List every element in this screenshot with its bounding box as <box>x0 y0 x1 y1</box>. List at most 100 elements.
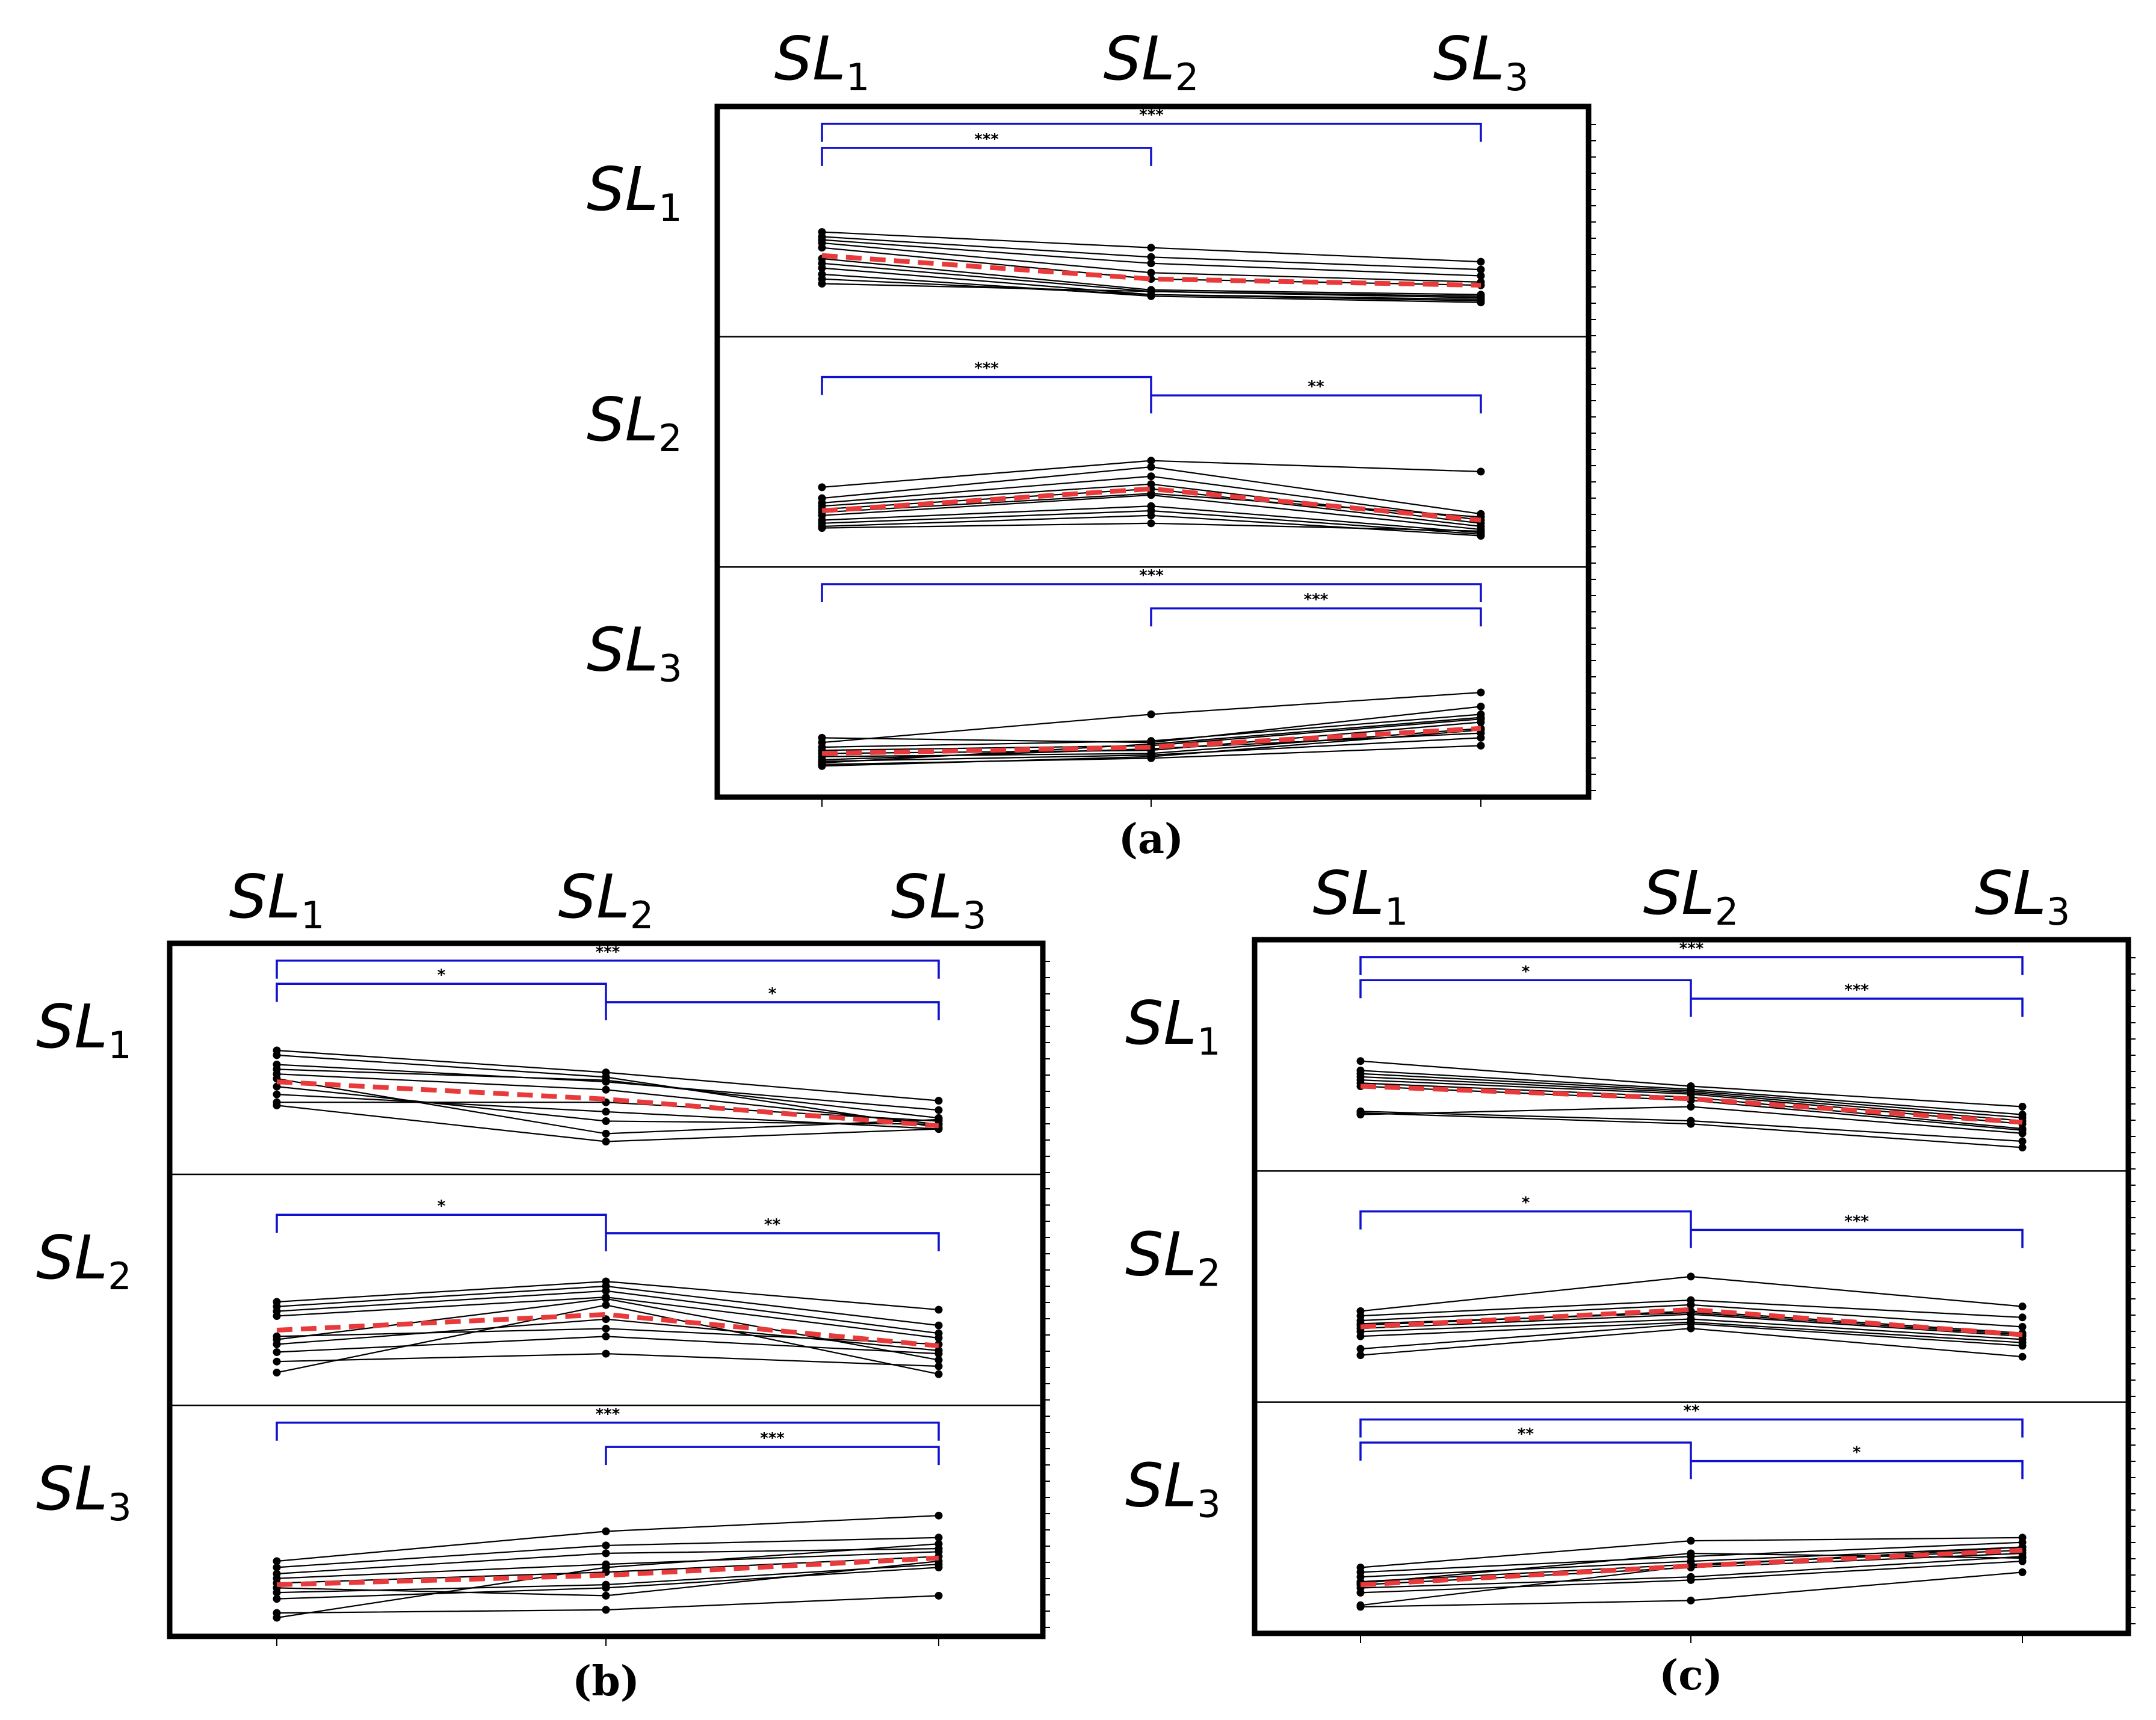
mean-line <box>821 726 1481 756</box>
subject-point <box>1147 519 1155 528</box>
subject-point <box>2018 1554 2027 1562</box>
subject-point <box>273 1090 281 1099</box>
row-label-sl3: SL3 <box>587 615 682 691</box>
subject-point <box>1147 457 1155 465</box>
column-label-sl2: SL2 <box>1643 858 1739 934</box>
subject-point <box>273 1557 281 1565</box>
subject-point <box>602 1085 610 1094</box>
significance-bracket <box>1359 1418 2024 1438</box>
subject-point <box>273 1614 281 1622</box>
subject-point <box>273 1369 281 1376</box>
subject-point <box>1147 288 1155 295</box>
subject-point <box>1356 1111 1365 1119</box>
subject-point <box>1687 1324 1695 1333</box>
subject-point <box>1147 244 1155 252</box>
panel-frame <box>1252 937 2131 1636</box>
subject-point <box>602 1117 610 1125</box>
row-label-sl2: SL2 <box>1125 1219 1221 1295</box>
subject-point <box>602 1349 610 1358</box>
column-label-sl1: SL1 <box>774 23 870 99</box>
subject-point <box>934 1511 943 1520</box>
row-sl1: SL1***** <box>36 943 943 1145</box>
subject-point <box>602 1332 610 1340</box>
subject-point <box>1687 1562 1695 1570</box>
panel-caption: (a) <box>1119 815 1184 863</box>
subject-point <box>1477 733 1485 742</box>
significance-bracket <box>821 122 1482 142</box>
row-sl1: SL1******* <box>1125 940 2027 1151</box>
subject-point <box>934 1106 943 1114</box>
subject-point <box>1687 1103 1695 1111</box>
subject-point <box>1477 265 1485 274</box>
significance-stars: *** <box>974 360 999 378</box>
significance-stars: *** <box>1844 981 1869 999</box>
subject-point <box>1687 1308 1695 1317</box>
subject-point <box>2018 1568 2027 1576</box>
subject-point <box>273 1101 281 1109</box>
significance-stars: *** <box>1844 1212 1869 1230</box>
subject-point <box>1477 714 1485 722</box>
significance-bracket <box>1690 1228 2024 1248</box>
subject-point <box>602 1287 610 1295</box>
significance-bracket <box>605 1446 940 1466</box>
subject-point <box>1356 1057 1365 1065</box>
subject-point <box>934 1321 943 1330</box>
subject-point <box>934 1349 943 1358</box>
mean-line <box>276 1555 939 1588</box>
subject-point <box>1356 1332 1365 1340</box>
row-sl2: SL2**** <box>1125 1170 2128 1361</box>
subject-point <box>1687 1576 1695 1584</box>
subject-point <box>1147 259 1155 268</box>
subject-point <box>602 1563 610 1571</box>
subject-point <box>1687 1301 1695 1309</box>
mean-line <box>821 253 1481 288</box>
subject-point <box>934 1356 943 1364</box>
significance-stars: * <box>1522 963 1530 981</box>
subject-point <box>934 1334 943 1342</box>
significance-stars: *** <box>1304 591 1329 609</box>
subject-point <box>602 1076 610 1085</box>
subject-point <box>2018 1103 2027 1111</box>
subject-point <box>1147 511 1155 520</box>
subject-point <box>2018 1323 2027 1331</box>
significance-bracket <box>1359 1210 1692 1230</box>
significance-stars: *** <box>1679 940 1704 958</box>
subject-point <box>273 1595 281 1603</box>
significance-stars: * <box>437 1197 446 1215</box>
significance-stars: * <box>768 985 777 1003</box>
row-label-sl2: SL2 <box>587 384 682 460</box>
significance-stars: *** <box>596 943 620 961</box>
subject-point <box>1477 272 1485 280</box>
significance-stars: * <box>437 966 446 984</box>
row-sl3: SL3 *** *** <box>36 1404 1043 1622</box>
subject-point <box>1477 257 1485 266</box>
subject-point <box>1147 472 1155 481</box>
subject-point <box>2018 1352 2027 1361</box>
significance-bracket <box>276 1213 607 1233</box>
panel-frame <box>167 940 1046 1639</box>
subject-point <box>818 524 826 532</box>
row-sl3: SL3 *** *** <box>587 566 1589 770</box>
subject-point <box>1477 527 1485 535</box>
subject-point <box>1687 1096 1695 1105</box>
subject-point <box>1147 463 1155 471</box>
subject-point <box>1477 467 1485 476</box>
subject-point <box>934 1540 943 1548</box>
significance-bracket <box>1150 394 1482 414</box>
column-label-sl2: SL2 <box>558 862 654 937</box>
significance-bracket <box>1359 956 2024 975</box>
subject-point <box>602 1324 610 1333</box>
subject-point <box>1687 1120 1695 1128</box>
significance-stars: *** <box>596 1405 620 1423</box>
subject-point <box>934 1117 943 1125</box>
row-sl1: SL1 *** *** <box>587 106 1485 307</box>
subject-point <box>1356 1588 1365 1597</box>
subject-point <box>602 1549 610 1558</box>
subject-point <box>602 1108 610 1116</box>
subject-point <box>1477 741 1485 750</box>
subject-point <box>273 1051 281 1059</box>
subject-point <box>1687 1596 1695 1604</box>
subject-point <box>602 1301 610 1309</box>
subject-point <box>934 1370 943 1378</box>
subject-point <box>1147 491 1155 499</box>
